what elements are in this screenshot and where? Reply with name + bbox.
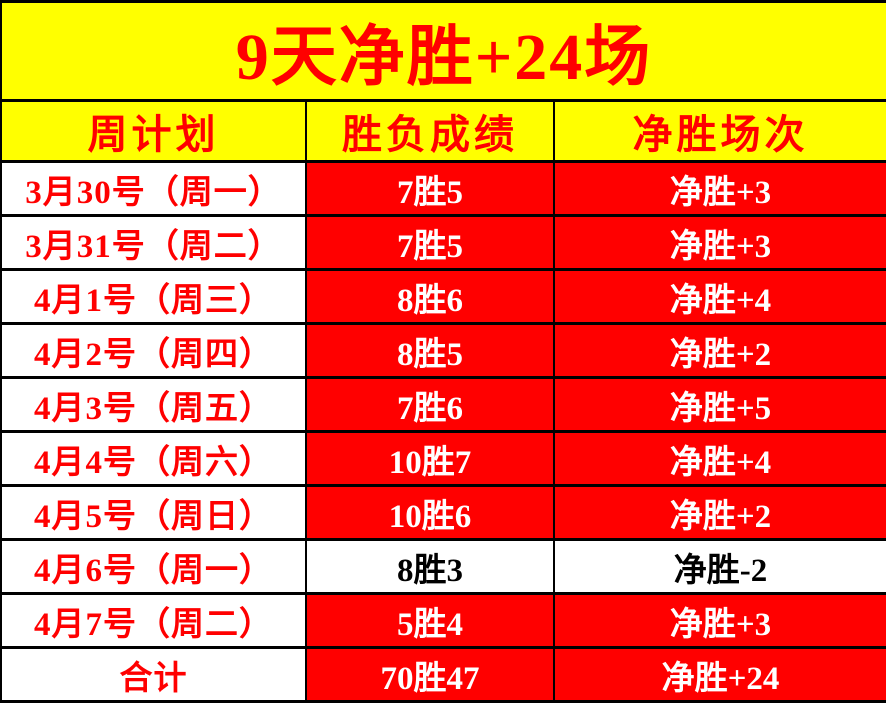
- cell-plan: 4月5号（周日）: [0, 484, 307, 541]
- cell-plan: 4月6号（周一）: [0, 538, 307, 595]
- title-row: 9天净胜+24场: [0, 0, 886, 102]
- cell-plan: 4月7号（周二）: [0, 592, 307, 649]
- cell-record: 10胜7: [305, 430, 555, 487]
- cell-plan: 3月30号（周一）: [0, 160, 307, 217]
- cell-record: 7胜5: [305, 214, 555, 271]
- cell-record: 7胜5: [305, 160, 555, 217]
- table-row: 4月1号（周三） 8胜6 净胜+4: [0, 268, 886, 325]
- cell-net: 净胜+3: [552, 592, 886, 649]
- cell-net: 净胜+3: [552, 214, 886, 271]
- cell-record: 5胜4: [305, 592, 555, 649]
- column-header-plan: 周计划: [0, 99, 307, 163]
- cell-plan: 4月2号（周四）: [0, 322, 307, 379]
- table-row: 3月31号（周二） 7胜5 净胜+3: [0, 214, 886, 271]
- page-title: 9天净胜+24场: [0, 0, 886, 102]
- cell-net: 净胜+3: [552, 160, 886, 217]
- table-row: 合计 70胜47 净胜+24: [0, 646, 886, 703]
- table-row: 4月5号（周日） 10胜6 净胜+2: [0, 484, 886, 541]
- cell-net: 净胜+24: [552, 646, 886, 703]
- cell-record: 70胜47: [305, 646, 555, 703]
- cell-plan: 4月3号（周五）: [0, 376, 307, 433]
- cell-plan: 3月31号（周二）: [0, 214, 307, 271]
- cell-record: 8胜6: [305, 268, 555, 325]
- table-row: 4月3号（周五） 7胜6 净胜+5: [0, 376, 886, 433]
- table-row: 3月30号（周一） 7胜5 净胜+3: [0, 160, 886, 217]
- cell-record: 8胜5: [305, 322, 555, 379]
- cell-net: 净胜+2: [552, 484, 886, 541]
- cell-plan: 4月4号（周六）: [0, 430, 307, 487]
- table-row: 4月4号（周六） 10胜7 净胜+4: [0, 430, 886, 487]
- cell-net: 净胜+4: [552, 430, 886, 487]
- cell-record: 7胜6: [305, 376, 555, 433]
- cell-record: 10胜6: [305, 484, 555, 541]
- cell-record: 8胜3: [305, 538, 555, 595]
- table-row: 4月6号（周一） 8胜3 净胜-2: [0, 538, 886, 595]
- table-body: 3月30号（周一） 7胜5 净胜+3 3月31号（周二） 7胜5 净胜+3 4月…: [0, 160, 886, 703]
- cell-plan: 合计: [0, 646, 307, 703]
- table-row: 4月2号（周四） 8胜5 净胜+2: [0, 322, 886, 379]
- column-header-row: 周计划 胜负成绩 净胜场次: [0, 99, 886, 163]
- table-row: 4月7号（周二） 5胜4 净胜+3: [0, 592, 886, 649]
- cell-plan: 4月1号（周三）: [0, 268, 307, 325]
- cell-net: 净胜-2: [552, 538, 886, 595]
- column-header-net: 净胜场次: [552, 99, 886, 163]
- cell-net: 净胜+2: [552, 322, 886, 379]
- cell-net: 净胜+5: [552, 376, 886, 433]
- column-header-record: 胜负成绩: [305, 99, 555, 163]
- cell-net: 净胜+4: [552, 268, 886, 325]
